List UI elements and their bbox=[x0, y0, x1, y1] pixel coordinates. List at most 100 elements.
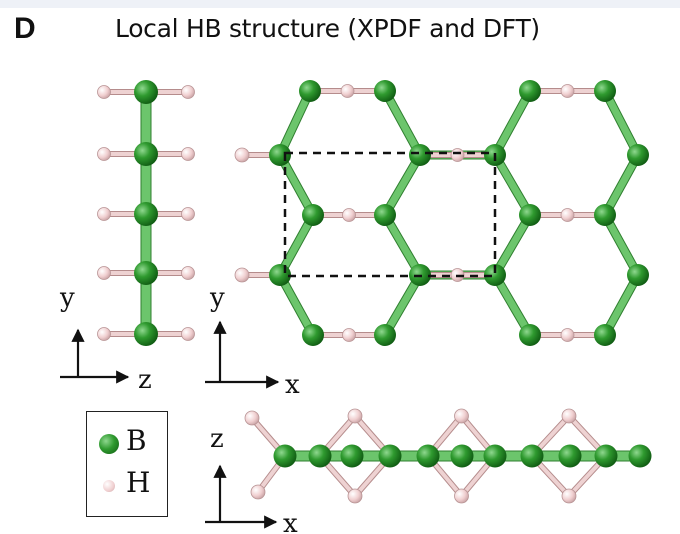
edge-view-z-label: z bbox=[210, 424, 224, 454]
hydrogen-atom bbox=[454, 488, 469, 504]
boron-atom bbox=[594, 444, 618, 468]
hydrogen-atom bbox=[347, 488, 363, 504]
boron-atom bbox=[558, 444, 582, 468]
hydrogen-atom bbox=[97, 85, 111, 99]
hydrogen-swatch-icon bbox=[103, 480, 115, 492]
bond bbox=[276, 87, 314, 159]
bond bbox=[381, 211, 424, 279]
hydrogen-atom bbox=[454, 408, 469, 424]
boron-swatch-icon bbox=[99, 434, 119, 454]
hydrogen-atom bbox=[181, 327, 195, 341]
boron-atom bbox=[594, 324, 616, 346]
hydrogen-atom bbox=[244, 410, 260, 426]
hydrogen-atom bbox=[97, 327, 111, 341]
hydrogen-atom bbox=[97, 147, 111, 161]
hydrogen-atom bbox=[97, 207, 111, 221]
boron-atom bbox=[483, 444, 507, 468]
bond bbox=[276, 271, 317, 339]
boron-atom bbox=[302, 324, 324, 346]
legend: B H bbox=[86, 411, 168, 517]
legend-item-boron: B bbox=[87, 422, 169, 462]
boron-atom bbox=[519, 324, 541, 346]
bond bbox=[491, 211, 534, 279]
bond bbox=[601, 271, 642, 339]
edge-view-axes: z x bbox=[205, 424, 298, 534]
boron-atom bbox=[134, 202, 158, 226]
boron-atom bbox=[409, 144, 431, 166]
boron-atom bbox=[484, 264, 506, 286]
boron-atom bbox=[628, 444, 652, 468]
edge-view-x-label: x bbox=[283, 509, 298, 534]
boron-atom bbox=[450, 444, 474, 468]
boron-atom bbox=[378, 444, 402, 468]
top-view-y-label: y bbox=[209, 283, 225, 313]
boron-atom bbox=[519, 204, 541, 226]
boron-atom bbox=[374, 204, 396, 226]
hydrogen-atom bbox=[340, 84, 355, 98]
boron-atom bbox=[269, 144, 291, 166]
boron-atom bbox=[594, 80, 616, 102]
hydrogen-atom bbox=[560, 84, 575, 98]
top-view-axes: y x bbox=[205, 283, 300, 400]
bond bbox=[276, 151, 317, 219]
bond bbox=[381, 151, 424, 219]
edge-view-structure bbox=[244, 408, 652, 504]
boron-atom bbox=[627, 264, 649, 286]
boron-atom bbox=[416, 444, 440, 468]
boron-atom bbox=[374, 324, 396, 346]
bond bbox=[491, 87, 534, 159]
boron-atom bbox=[340, 444, 364, 468]
legend-label-boron: B bbox=[126, 424, 147, 457]
hydrogen-atom bbox=[181, 207, 195, 221]
boron-atom bbox=[374, 80, 396, 102]
hydrogen-atom bbox=[450, 148, 465, 162]
side-view-structure bbox=[97, 80, 195, 346]
panel-letter: D bbox=[14, 12, 36, 45]
boron-atom bbox=[299, 80, 321, 102]
top-view-structure bbox=[234, 80, 649, 346]
boron-atom bbox=[134, 261, 158, 285]
hydrogen-atom bbox=[181, 85, 195, 99]
hydrogen-atom bbox=[250, 484, 266, 500]
legend-item-hydrogen: H bbox=[87, 464, 169, 504]
hydrogen-atom bbox=[347, 408, 363, 424]
hydrogen-atom bbox=[342, 328, 356, 342]
bond bbox=[381, 271, 424, 339]
side-view-z-label: z bbox=[138, 365, 152, 395]
figure-title: Local HB structure (XPDF and DFT) bbox=[115, 14, 540, 43]
legend-label-hydrogen: H bbox=[126, 466, 151, 499]
hydrogen-atom bbox=[342, 208, 356, 222]
hydrogen-atom bbox=[234, 147, 250, 163]
boron-atom bbox=[594, 204, 616, 226]
hydrogen-atom bbox=[234, 267, 250, 283]
bond bbox=[381, 87, 424, 159]
hydrogen-atom bbox=[561, 488, 577, 504]
boron-atom bbox=[520, 444, 544, 468]
hydrogen-atom bbox=[181, 147, 195, 161]
bond bbox=[491, 271, 534, 339]
hydrogen-atom bbox=[561, 408, 577, 424]
side-view-y-label: y bbox=[59, 283, 75, 313]
hydrogen-atom bbox=[560, 208, 575, 222]
top-strip bbox=[0, 0, 680, 8]
boron-atom bbox=[134, 80, 158, 104]
boron-atom bbox=[134, 322, 158, 346]
boron-atom bbox=[519, 80, 541, 102]
bond bbox=[601, 211, 642, 279]
hydrogen-atom bbox=[560, 328, 575, 342]
unit-cell-outline bbox=[283, 151, 497, 278]
bond bbox=[601, 151, 642, 219]
boron-atom bbox=[273, 444, 297, 468]
boron-atom bbox=[308, 444, 332, 468]
hydrogen-atom bbox=[181, 266, 195, 280]
top-view-x-label: x bbox=[285, 370, 300, 400]
bond bbox=[601, 87, 642, 159]
hydrogen-atom bbox=[97, 266, 111, 280]
boron-atom bbox=[627, 144, 649, 166]
boron-atom bbox=[134, 142, 158, 166]
boron-atom bbox=[302, 204, 324, 226]
bond bbox=[491, 151, 534, 219]
side-view-axes: y z bbox=[59, 283, 152, 395]
boron-atom bbox=[269, 264, 291, 286]
